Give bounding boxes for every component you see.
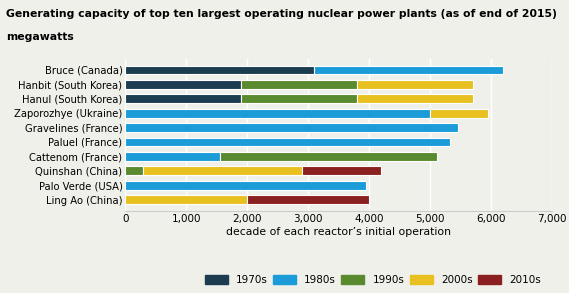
Bar <box>314 66 503 74</box>
Bar <box>125 80 241 89</box>
Text: Generating capacity of top ten largest operating nuclear power plants (as of end: Generating capacity of top ten largest o… <box>6 9 556 19</box>
Bar <box>357 80 473 89</box>
Bar <box>125 166 143 175</box>
Bar <box>125 181 365 190</box>
Bar <box>125 152 220 161</box>
Bar <box>241 94 357 103</box>
Bar <box>241 80 357 89</box>
Bar <box>125 123 458 132</box>
Bar <box>247 195 369 204</box>
Bar <box>125 195 247 204</box>
Bar <box>125 94 241 103</box>
Bar <box>220 152 438 161</box>
Bar <box>125 66 314 74</box>
Legend: 1970s, 1980s, 1990s, 2000s, 2010s: 1970s, 1980s, 1990s, 2000s, 2010s <box>205 275 541 285</box>
Bar <box>125 137 450 146</box>
Bar <box>143 166 302 175</box>
Text: megawatts: megawatts <box>6 32 73 42</box>
Bar <box>302 166 381 175</box>
Bar <box>357 94 473 103</box>
X-axis label: decade of each reactor’s initial operation: decade of each reactor’s initial operati… <box>226 226 451 236</box>
Bar <box>430 109 488 118</box>
Bar <box>125 109 430 118</box>
